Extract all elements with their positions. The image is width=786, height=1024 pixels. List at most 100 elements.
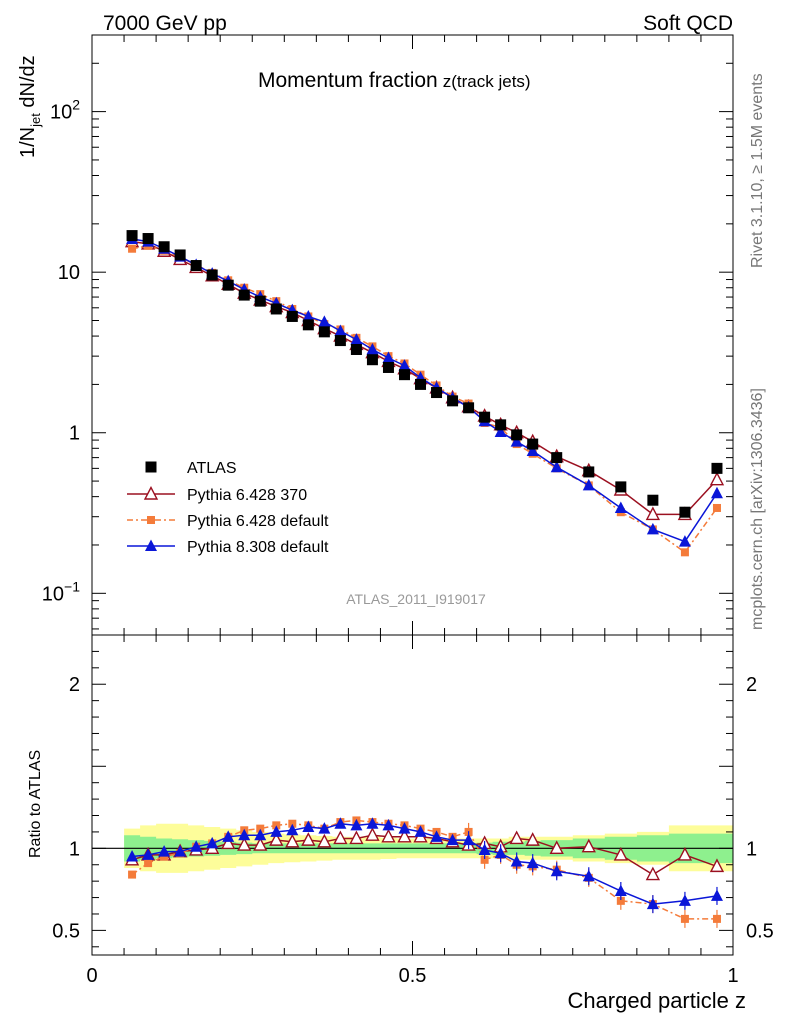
data-point xyxy=(302,319,314,331)
ratio-point xyxy=(256,824,265,833)
data-point xyxy=(238,289,250,301)
legend-item: Pythia 6.428 default xyxy=(127,513,329,530)
axis-ticks xyxy=(91,34,734,955)
ratio-point xyxy=(350,818,363,831)
data-point xyxy=(126,230,138,242)
y-tick-label-ratio-right: 1 xyxy=(746,838,757,860)
legend-label: Pythia 8.308 default xyxy=(187,539,329,556)
ratio-point xyxy=(365,827,380,841)
ratio-point xyxy=(221,835,236,850)
data-point xyxy=(511,429,523,441)
ratio-point xyxy=(614,884,627,896)
ratio-point xyxy=(286,823,299,836)
legend-label: Pythia 6.428 370 xyxy=(187,487,307,504)
ratio-point xyxy=(462,833,475,846)
ratio-point xyxy=(222,830,235,842)
ratio-point xyxy=(550,864,563,877)
data-point xyxy=(174,249,186,261)
series-atlas xyxy=(126,230,723,518)
y-axis-label-a: 1/N xyxy=(17,127,39,158)
data-point xyxy=(398,369,410,381)
data-point xyxy=(711,462,723,474)
y-tick-exp: −1 xyxy=(64,578,80,594)
data-point xyxy=(645,506,661,521)
ratio-point xyxy=(414,825,427,837)
ratio-point xyxy=(190,840,203,852)
data-point xyxy=(495,419,507,431)
data-point xyxy=(382,361,394,373)
ratio-point xyxy=(269,832,284,846)
ratio-point xyxy=(253,837,268,851)
ratio-point xyxy=(494,846,507,859)
ratio-point xyxy=(397,828,412,843)
data-point xyxy=(334,335,346,347)
y-tick-label-main: 10 xyxy=(58,262,80,284)
data-point xyxy=(712,503,721,512)
y-tick-label-main: 10−1 xyxy=(42,578,80,605)
data-point xyxy=(646,522,659,535)
ratio-point xyxy=(677,846,693,861)
y-tick-base: 10 xyxy=(42,583,64,605)
analysis-label: ATLAS_2011_I919017 xyxy=(346,591,486,607)
data-point xyxy=(527,438,539,450)
data-point xyxy=(709,471,725,486)
ratio-point xyxy=(478,843,491,855)
ratio-point xyxy=(366,817,379,829)
data-point xyxy=(614,501,627,513)
ratio-point xyxy=(381,828,396,843)
ratio-point xyxy=(270,825,283,837)
process-label: Soft QCD xyxy=(643,12,733,35)
y-tick-base: 10 xyxy=(50,102,72,124)
y-tick-label-ratio-left: 2 xyxy=(69,674,80,696)
ratio-point xyxy=(712,914,721,923)
data-point xyxy=(334,324,347,337)
data-point xyxy=(254,295,266,307)
ratio-point xyxy=(254,828,267,841)
data-point xyxy=(206,269,218,281)
ratio-point xyxy=(509,830,524,845)
ratio-point xyxy=(549,840,564,855)
rivet-label: Rivet 3.1.10, ≥ 1.5M events xyxy=(749,73,766,268)
ratio-point xyxy=(126,850,139,862)
ratio-point xyxy=(582,869,595,882)
y-tick-label-ratio-left: 0.5 xyxy=(52,920,80,942)
ratio-point xyxy=(128,870,137,879)
ratio-point xyxy=(510,854,523,867)
ratio-point xyxy=(318,822,331,834)
data-point xyxy=(710,486,723,499)
data-point xyxy=(615,481,627,493)
ratio-point xyxy=(645,866,661,881)
ratio-point xyxy=(581,838,596,853)
data-point xyxy=(679,506,691,518)
y-axis-label-c: dN/dz xyxy=(17,55,39,113)
data-point xyxy=(142,233,154,245)
data-point xyxy=(526,444,539,456)
x-tick-label: 0 xyxy=(86,965,97,987)
x-axis-label: Charged particle z xyxy=(567,988,746,1013)
ratio-point xyxy=(333,830,348,845)
data-point xyxy=(494,425,507,438)
chart-title: Momentum fraction z(track jets) xyxy=(258,69,531,92)
x-tick-label: 0.5 xyxy=(399,965,427,987)
ratio-point xyxy=(174,845,187,857)
legend-marker xyxy=(147,516,155,524)
series-layer xyxy=(124,230,725,928)
ratio-point xyxy=(317,833,332,848)
ratio-point xyxy=(446,833,459,846)
ratio-point xyxy=(710,889,723,901)
ratio-point xyxy=(526,856,539,869)
data-point xyxy=(286,310,298,322)
chart-title-sub: z(track jets) xyxy=(443,72,531,91)
y-tick-exp: 2 xyxy=(72,97,80,113)
ratio-point xyxy=(334,817,347,829)
legend-marker xyxy=(145,461,157,473)
legend-item: Pythia 8.308 default xyxy=(127,539,329,556)
y-axis-label: 1/Njet dN/dz xyxy=(17,55,43,158)
ratio-point xyxy=(709,858,725,873)
mcplots-label: mcplots.cern.ch [arXiv:1306.3436] xyxy=(749,388,766,630)
y-axis-label-sub: jet xyxy=(28,113,43,128)
energy-label: 7000 GeV pp xyxy=(103,12,227,35)
legend-marker xyxy=(143,485,159,500)
